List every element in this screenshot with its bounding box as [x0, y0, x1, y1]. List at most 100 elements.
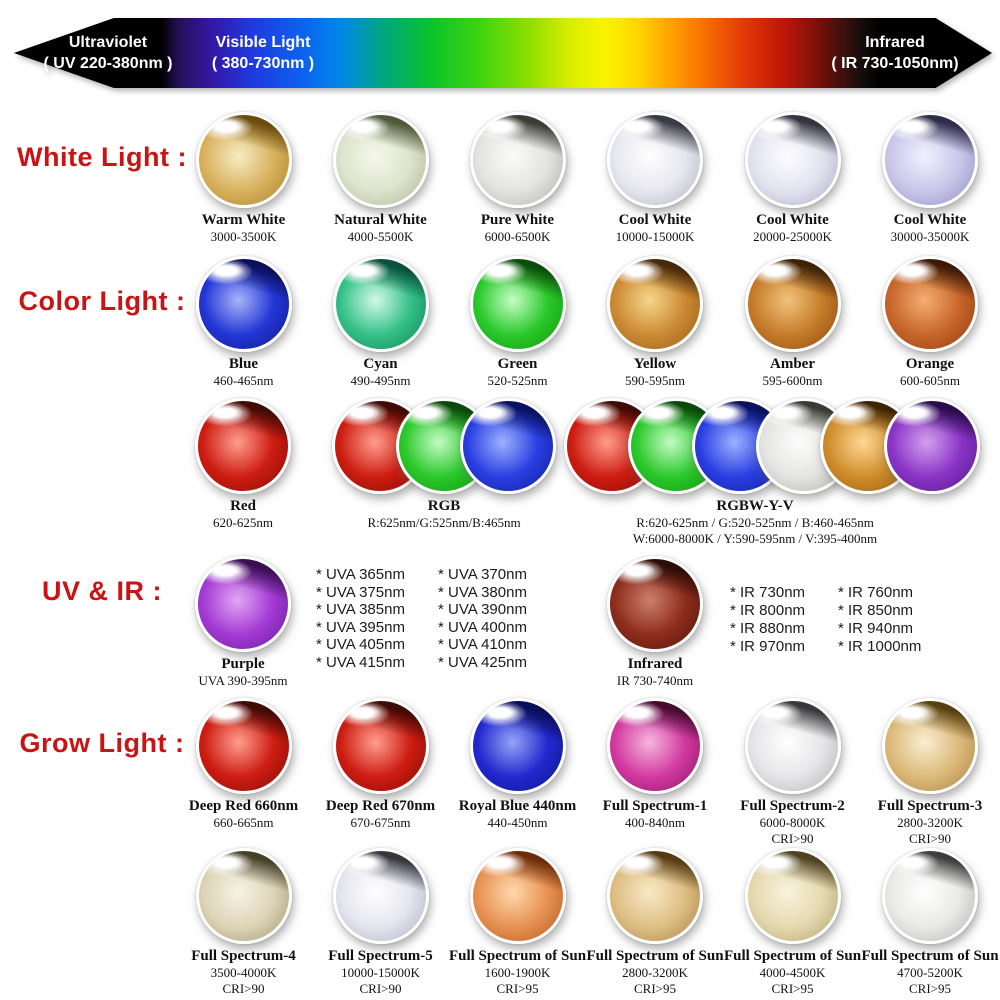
led-sub-label: 4000-5500K [347, 229, 414, 244]
wavelength-item: * IR 880nm [730, 620, 806, 637]
wavelength-item: * IR 730nm [730, 584, 806, 601]
led-label: Cyan [363, 356, 398, 372]
led-sub-label: 6000-8000K [759, 815, 826, 830]
led-sub-label: CRI>90 [222, 981, 265, 996]
row-uv-ir: UV & IR : Purple UVA 390-395nm * UVA 365nm *… [0, 556, 1000, 706]
uva-wavelength-list-1: * UVA 365nm * UVA 375nm * UVA 385nm * UVA 3… [316, 566, 405, 671]
led-sub-label: 3000-3500K [210, 229, 277, 244]
wavelength-item: * IR 800nm [730, 602, 806, 619]
spectrum-bar: Ultraviolet ( UV 220-380nm ) Visible Lig… [5, 18, 995, 88]
led-deep-red-660nm [195, 698, 292, 794]
led-caption: Full Spectrum-4 3500-4000K CRI>90 [64, 948, 424, 997]
wavelength-item: * UVA 375nm [316, 583, 405, 601]
row-grow-light: Grow Light : Deep Red 660nm 660-665nm Deep … [0, 698, 1000, 848]
led-label: Blue [228, 356, 259, 372]
led-sub-label: 520-525nm [487, 373, 548, 388]
led-label: RGB [427, 498, 461, 514]
led-sub-label: 10000-15000K [615, 229, 695, 244]
led-sub-label: 620-625nm [213, 515, 273, 530]
led-caption: Full Spectrum of Sun 4700-5200K CRI>95 [750, 948, 1000, 997]
wavelength-item: * UVA 425nm [438, 653, 527, 671]
led-caption: Cool White 20000-25000K [613, 212, 973, 245]
led-caption: Infrared IR 730-740nm [475, 656, 835, 689]
led-label: Infrared [627, 656, 683, 672]
wavelength-item: * UVA 395nm [316, 618, 405, 636]
row-heading-color-light: Color Light : [18, 286, 186, 316]
led-label: Red [230, 498, 256, 514]
led-label: Purple [221, 656, 265, 672]
infrared-title: Infrared [865, 34, 925, 51]
row-heading-white-light: White Light : [17, 142, 187, 172]
led-sub-label: 4000-4500K [759, 965, 826, 980]
led-orange [882, 256, 978, 352]
led-caption: Pure White 6000-6500K [338, 212, 698, 245]
led-label: Cool White [618, 212, 692, 228]
wavelength-item: * UVA 385nm [316, 601, 405, 618]
wavelength-item: * UVA 405nm [316, 636, 405, 653]
led-sub-label: CRI>95 [496, 981, 539, 996]
wavelength-item: * IR 970nm [730, 638, 806, 655]
led-sub-label: W:6000-8000K / Y:590-595nm / V:395-400nm [632, 531, 878, 546]
led-caption: Natural White 4000-5500K [201, 212, 561, 245]
led-caption: Full Spectrum-5 10000-15000K CRI>90 [201, 948, 561, 997]
led-caption: Red 620-625nm [63, 498, 423, 531]
led-label: Amber [770, 356, 815, 372]
led-caption: Full Spectrum-3 2800-3200K CRI>90 [750, 798, 1000, 847]
led-caption: Green 520-525nm [338, 356, 698, 389]
led-label: Full Spectrum-2 [740, 798, 845, 814]
led-label: Natural White [334, 212, 427, 228]
led-sub-label: 20000-25000K [753, 229, 832, 244]
wavelength-item: * IR 760nm [838, 584, 914, 601]
visible-light-range: ( 380-730nm ) [211, 55, 315, 72]
led-sub-label: IR 730-740nm [616, 673, 694, 688]
led-sub-label: R:620-625nm / G:520-525nm / B:460-465nm [636, 515, 874, 530]
led-sub-label: 1600-1900K [484, 965, 551, 980]
led-sub-label: CRI>90 [908, 831, 951, 846]
led-label: Pure White [480, 212, 555, 228]
led-sub-label: 6000-6500K [484, 229, 551, 244]
led-sub-label: 2800-3200K [622, 965, 688, 980]
led-sub-label: 600-605nm [900, 373, 960, 388]
led-sub-label: 670-675nm [350, 815, 411, 830]
led-full-spectrum-4 [195, 848, 292, 944]
led-caption: Blue 460-465nm [64, 356, 424, 389]
wavelength-item: * UVA 370nm [438, 566, 527, 583]
led-caption: Amber 595-600nm [613, 356, 973, 389]
row-heading-grow-light: Grow Light : [19, 728, 185, 758]
led-caption: Full Spectrum-1 400-840nm [475, 798, 835, 831]
led-sub-label: 3500-4000K [210, 965, 277, 980]
led-yellow [607, 256, 703, 352]
led-sub-label: 2800-3200K [897, 815, 963, 830]
led-label: Full Spectrum of Sun [586, 948, 724, 964]
led-royal-blue-440nm [469, 698, 566, 794]
led-sub-label: CRI>95 [633, 981, 676, 996]
wavelength-item: * UVA 410nm [438, 636, 527, 653]
infrared-range: ( IR 730-1050nm) [831, 55, 959, 72]
led-label: Deep Red 670nm [325, 798, 436, 814]
led-caption: Orange 600-605nm [750, 356, 1000, 389]
row-color-light: Color Light : Blue 460-465nm Cyan 490-495nm G… [0, 256, 1000, 406]
led-label: Full Spectrum-4 [191, 948, 296, 964]
led-sub-label: 490-495nm [350, 373, 411, 388]
row-full-spectrum-5: Full Spectrum-4 3500-4000K CRI>90 Full Spec… [0, 848, 1000, 998]
infrared-band-label: Infrared ( IR 730-1050nm) [815, 18, 975, 88]
led-label: Full Spectrum-3 [877, 798, 983, 814]
led-label: Full Spectrum-5 [328, 948, 433, 964]
led-caption: Cyan 490-495nm [201, 356, 561, 389]
led-label: RGBW-Y-V [716, 498, 794, 514]
led-caption: RGBW-Y-V R:620-625nm / G:520-525nm / B:46… [575, 498, 935, 547]
led-blue [195, 256, 292, 352]
led-caption: Royal Blue 440nm 440-450nm [338, 798, 698, 831]
uva-wavelength-list-2: * UVA 370nm * UVA 380nm * UVA 390nm * UVA 4… [438, 566, 527, 671]
led-caption: Cool White 10000-15000K [475, 212, 835, 245]
wavelength-item: * UVA 380nm [438, 583, 527, 601]
spectrum-gradient [13, 18, 993, 88]
led-pure-white [469, 112, 566, 208]
led-label: Full Spectrum-1 [602, 798, 708, 814]
led-full-spectrum-of-sun [607, 848, 703, 944]
led-sub-label: 595-600nm [762, 373, 823, 388]
wavelength-item: * UVA 400nm [438, 618, 527, 636]
led-rgbw-y-v-5 [884, 398, 980, 494]
led-caption: Full Spectrum-2 6000-8000K CRI>90 [613, 798, 973, 847]
